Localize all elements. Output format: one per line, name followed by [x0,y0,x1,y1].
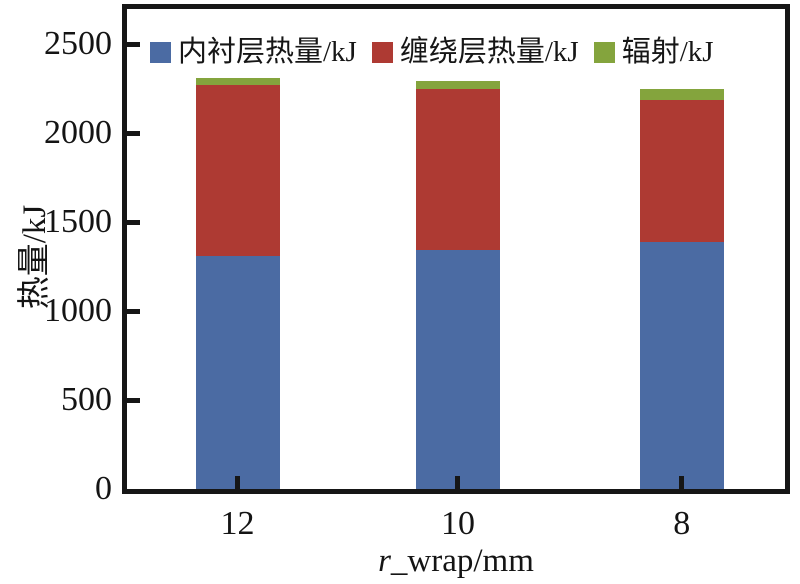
legend-item: 内衬层热量/kJ [150,36,357,68]
legend-swatch-icon [593,41,615,63]
legend-swatch-icon [150,41,171,63]
plot-inner: 内衬层热量/kJ 缠绕层热量/kJ 辐射/kJ [127,9,785,489]
bar-segment [195,77,280,85]
bar-segment [415,89,500,250]
y-tick-label: 1000 [44,292,112,329]
x-tick-mark [679,476,685,489]
bar-segment [195,84,280,256]
x-axis-title-unit: _wrap/mm [390,543,534,579]
y-tick-label: 2000 [44,114,112,151]
bar-segment [415,249,500,489]
bar-segment [639,241,724,489]
x-tick-mark [235,476,241,489]
y-tick-label: 0 [95,470,112,507]
legend-label: 缠绕层热量/kJ [399,36,579,68]
y-tick-label: 500 [61,381,112,418]
bar-segment [415,80,500,90]
legend-swatch-icon [371,41,393,63]
x-tick-label: 12 [220,505,255,542]
x-tick-label: 8 [673,505,691,542]
y-tick-label: 2500 [44,25,112,62]
y-tick-mark [127,219,140,225]
y-tick-mark [127,397,140,403]
x-axis-title-variable: r [378,543,391,579]
bar-segment [195,255,280,489]
y-tick-mark [127,41,140,47]
y-tick-mark [127,308,140,314]
x-tick-label: 10 [440,505,475,542]
x-tick-mark [455,476,461,489]
y-tick-mark [127,130,140,136]
plot-area: 内衬层热量/kJ 缠绕层热量/kJ 辐射/kJ [122,4,790,494]
bar-segment [639,100,724,242]
y-tick-label: 1500 [44,203,112,240]
x-axis-title: r_wrap/mm [122,543,790,580]
legend-item: 辐射/kJ [593,36,714,68]
legend-item: 缠绕层热量/kJ [371,36,579,68]
bar-segment [639,88,724,101]
legend-label: 辐射/kJ [621,36,714,68]
legend: 内衬层热量/kJ 缠绕层热量/kJ 辐射/kJ [150,36,714,68]
legend-label: 内衬层热量/kJ [178,36,357,68]
